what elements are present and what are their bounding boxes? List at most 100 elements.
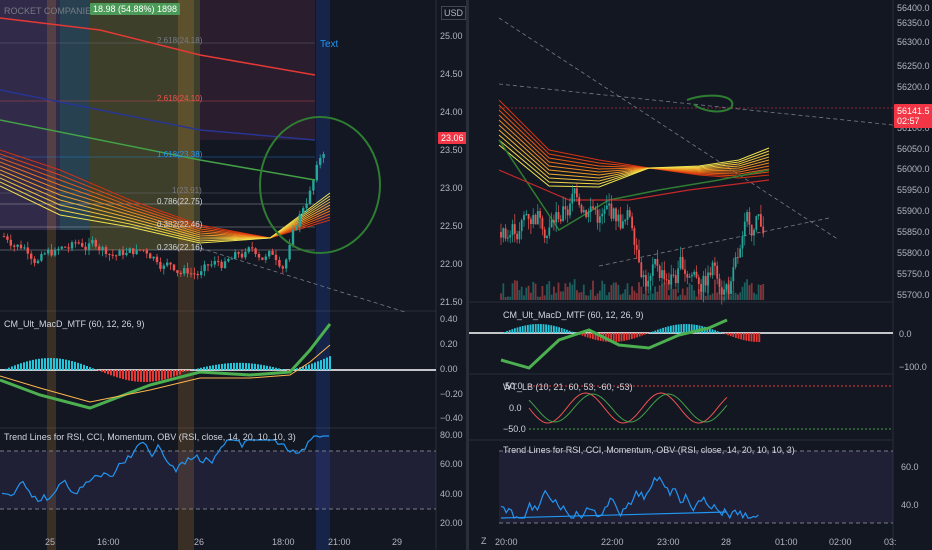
right-chart-pane[interactable]: 56400.0 56350.0 56300.0 56250.0 56200.0 … [469, 0, 932, 550]
macd-histogram-bar [719, 332, 722, 333]
left-price-tick: 22.50 [440, 221, 463, 231]
volume-bar [626, 283, 629, 300]
left-trend-title[interactable]: Trend Lines for RSI, CCI, Momentum, OBV … [4, 432, 296, 442]
volume-bar [693, 290, 696, 300]
volume-bar [750, 283, 753, 300]
volume-bar [707, 280, 709, 300]
macd-histogram-bar [104, 370, 106, 374]
left-macd-title[interactable]: CM_Ult_MacD_MTF (60, 12, 26, 9) [4, 319, 145, 329]
ribbon-line [498, 144, 770, 188]
macd-histogram-bar [323, 358, 325, 370]
macd-histogram-bar [11, 366, 13, 370]
macd-histogram-bar [592, 333, 594, 340]
candle-body [737, 257, 739, 259]
macd-histogram-bar [558, 327, 560, 333]
candle-body [619, 214, 622, 229]
macd-histogram-bar [711, 329, 714, 333]
right-chart-canvas[interactable] [469, 0, 932, 550]
volume-bar [730, 295, 732, 300]
volume-bar [617, 284, 620, 300]
candle-body [121, 250, 125, 256]
candle-body [23, 247, 26, 249]
macd-histogram-bar [623, 333, 625, 341]
macd-histogram-bar [521, 326, 524, 333]
macd-histogram-bar [17, 364, 19, 370]
ma-line [0, 17, 316, 76]
right-wt-title[interactable]: WT_LB (10, 21, 60, 53, -60, -53) [503, 382, 633, 392]
candle-body [532, 214, 535, 225]
candle-body [594, 208, 597, 210]
candle-body [633, 228, 636, 245]
chart-divider[interactable] [466, 0, 469, 550]
right-time-zoom-icon[interactable]: Z [481, 536, 487, 546]
macd-histogram-bar [92, 368, 94, 370]
macd-histogram-bar [182, 370, 184, 373]
volume-bar [527, 285, 530, 300]
macd-histogram-bar [628, 333, 631, 340]
left-time-tick: 18:00 [272, 537, 295, 547]
candle-body [709, 272, 712, 276]
macd-histogram-bar [706, 327, 709, 333]
candle-body [50, 249, 53, 256]
macd-histogram-bar [644, 333, 646, 335]
macd-histogram-bar [119, 370, 121, 379]
macd-histogram-bar [113, 370, 115, 377]
volume-bar [548, 281, 551, 300]
macd-histogram-bar [83, 364, 85, 370]
macd-histogram-bar [633, 333, 636, 339]
candle-body [640, 262, 643, 278]
macd-histogram-bar [610, 333, 612, 342]
volume-bar [656, 291, 659, 300]
macd-histogram-bar [185, 370, 187, 372]
macd-histogram-bar [503, 332, 506, 333]
macd-histogram-bar [242, 362, 244, 370]
candle-body [142, 249, 145, 251]
macd-histogram-bar [716, 331, 719, 333]
rsi-line [500, 475, 759, 520]
candle-body [750, 224, 753, 236]
candle-body [291, 229, 295, 246]
macd-histogram-bar [748, 333, 750, 342]
left-currency-label[interactable]: USD [441, 6, 467, 20]
candle-body [179, 272, 182, 274]
left-chart-pane[interactable]: ROCKET COMPANIES IN 18.98 (54.88%) 1898 … [0, 0, 467, 550]
right-macd-title[interactable]: CM_Ult_MacD_MTF (60, 12, 26, 9) [503, 310, 644, 320]
macd-histogram-bar [675, 324, 677, 333]
candle-body [580, 204, 583, 213]
macd-histogram-bar [508, 330, 511, 333]
macd-histogram-bar [218, 364, 220, 370]
left-time-tick: 21:00 [328, 537, 351, 547]
volume-bar [511, 283, 514, 300]
volume-bar [711, 293, 714, 300]
candle-body [36, 260, 40, 264]
left-chart-canvas[interactable] [0, 0, 465, 550]
trend-line [498, 17, 840, 241]
text-annotation[interactable]: Text [320, 39, 339, 50]
candle-body [720, 287, 723, 295]
candle-body [217, 261, 220, 263]
candle-body [264, 256, 267, 260]
right-trend-title[interactable]: Trend Lines for RSI, CCI, Momentum, OBV … [503, 445, 795, 455]
volume-bar [582, 284, 585, 300]
ma-line [498, 139, 770, 232]
macd-histogram-bar [566, 329, 568, 333]
volume-bar [628, 294, 631, 300]
candle-body [132, 248, 135, 255]
candle-body [686, 273, 689, 278]
macd-histogram-bar [607, 333, 610, 342]
macd-histogram-bar [685, 324, 688, 333]
macd-histogram-bar [209, 365, 211, 370]
candle-body [64, 246, 67, 248]
candle-body [548, 227, 551, 236]
candle-body [200, 271, 203, 276]
volume-bar [635, 293, 638, 300]
candle-body [227, 258, 230, 262]
macd-histogram-bar [545, 324, 547, 333]
right-countdown: 02:57 [897, 116, 920, 126]
macd-histogram-bar [86, 365, 88, 370]
candle-body [40, 254, 43, 261]
macd-histogram-bar [581, 333, 584, 336]
candle-body [734, 257, 737, 268]
right-price-tick: 56200.0 [897, 82, 930, 92]
candle-body [70, 242, 74, 249]
